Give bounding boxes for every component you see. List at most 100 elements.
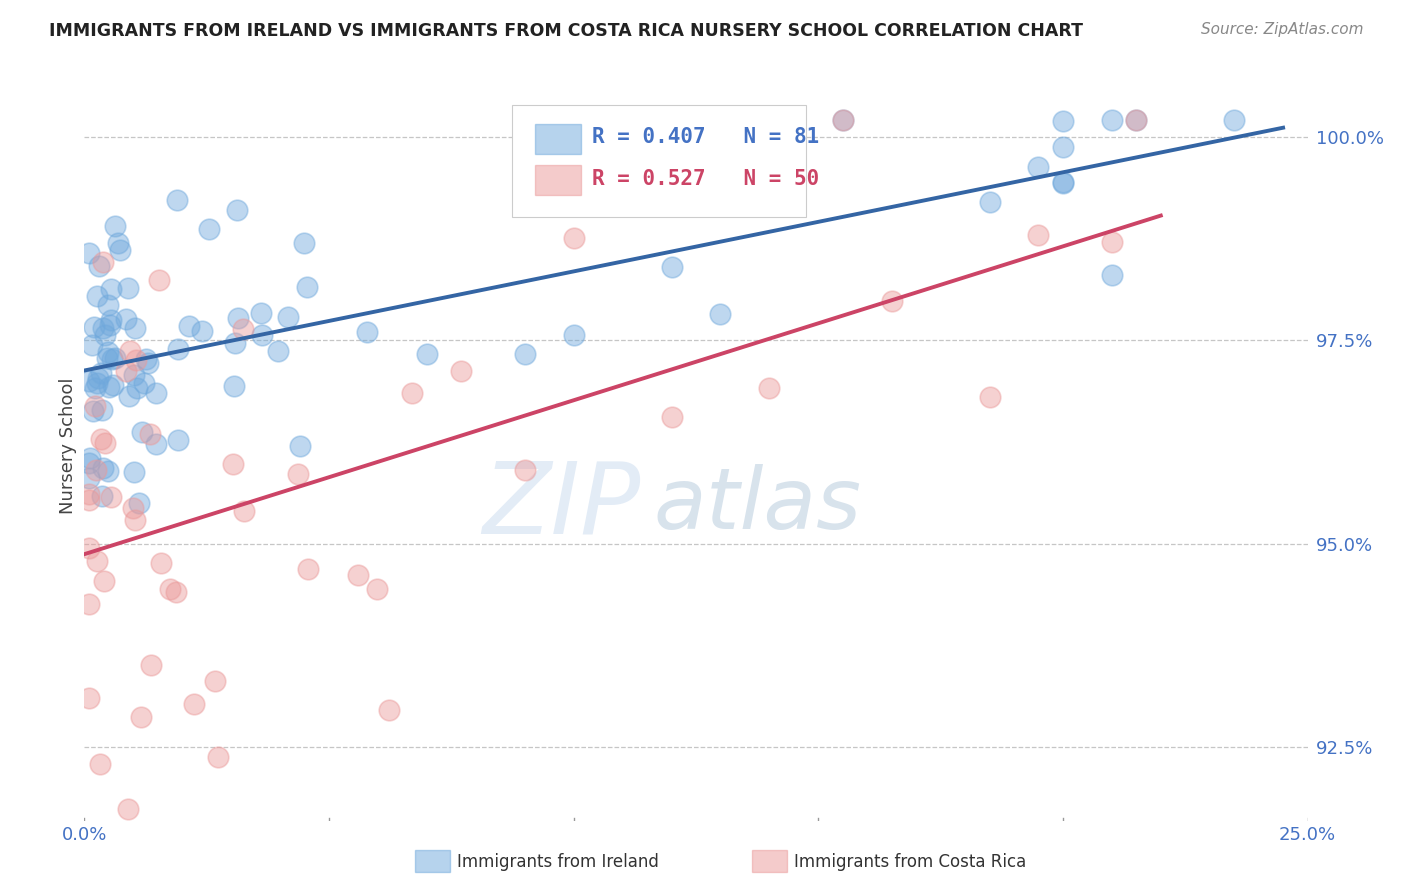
Point	[139, 427, 162, 442]
Point	[132, 376, 155, 390]
Point	[661, 409, 683, 424]
Point	[292, 235, 315, 250]
Point	[1028, 228, 1050, 243]
Point	[232, 322, 254, 336]
Point	[77, 493, 100, 508]
Point	[77, 246, 100, 260]
Point	[250, 306, 273, 320]
Point	[83, 381, 105, 395]
Point	[167, 434, 190, 448]
Point	[1028, 160, 1050, 174]
Point	[124, 321, 146, 335]
Point	[450, 364, 472, 378]
Point	[84, 462, 107, 476]
Point	[297, 562, 319, 576]
Point	[91, 321, 114, 335]
Point	[661, 260, 683, 274]
Point	[1052, 140, 1074, 154]
Point	[159, 582, 181, 596]
Text: IMMIGRANTS FROM IRELAND VS IMMIGRANTS FROM COSTA RICA NURSERY SCHOOL CORRELATION: IMMIGRANTS FROM IRELAND VS IMMIGRANTS FR…	[49, 22, 1083, 40]
Point	[347, 568, 370, 582]
Point	[224, 336, 246, 351]
Point	[135, 351, 157, 366]
Point	[139, 657, 162, 672]
Point	[77, 691, 100, 706]
Point	[122, 501, 145, 516]
Point	[378, 703, 401, 717]
Text: Immigrants from Ireland: Immigrants from Ireland	[457, 853, 659, 871]
Point	[562, 328, 585, 343]
Text: R = 0.407   N = 81: R = 0.407 N = 81	[592, 128, 820, 147]
FancyBboxPatch shape	[534, 165, 581, 195]
Point	[979, 195, 1001, 210]
Point	[94, 328, 117, 343]
Point	[226, 311, 249, 326]
Point	[222, 457, 245, 471]
Point	[87, 260, 110, 274]
Point	[100, 282, 122, 296]
Point	[77, 541, 100, 555]
Point	[267, 343, 290, 358]
Point	[513, 347, 536, 361]
Text: Source: ZipAtlas.com: Source: ZipAtlas.com	[1201, 22, 1364, 37]
Point	[86, 376, 108, 391]
Text: R = 0.527   N = 50: R = 0.527 N = 50	[592, 169, 820, 188]
FancyBboxPatch shape	[513, 105, 806, 218]
Point	[127, 381, 149, 395]
Point	[91, 461, 114, 475]
Point	[167, 342, 190, 356]
Point	[124, 512, 146, 526]
Point	[100, 490, 122, 504]
Point	[758, 381, 780, 395]
Point	[131, 425, 153, 439]
Point	[91, 403, 114, 417]
Point	[90, 366, 112, 380]
Point	[86, 370, 108, 384]
Point	[114, 364, 136, 378]
Point	[831, 113, 853, 128]
Point	[166, 193, 188, 207]
Point	[366, 582, 388, 597]
Point	[118, 344, 141, 359]
Point	[91, 488, 114, 502]
Point	[77, 374, 100, 388]
Point	[82, 404, 104, 418]
Point	[277, 310, 299, 325]
Point	[149, 556, 172, 570]
Point	[165, 585, 187, 599]
Point	[129, 710, 152, 724]
Point	[93, 574, 115, 589]
Point	[290, 439, 312, 453]
Point	[82, 338, 104, 352]
Point	[104, 351, 127, 366]
Point	[122, 465, 145, 479]
Point	[86, 554, 108, 568]
Y-axis label: Nursery School: Nursery School	[59, 377, 77, 515]
Point	[250, 328, 273, 343]
Point	[83, 319, 105, 334]
Point	[979, 390, 1001, 404]
Point	[190, 324, 212, 338]
Point	[1125, 113, 1147, 128]
Point	[356, 325, 378, 339]
Point	[1052, 175, 1074, 189]
Point	[1125, 113, 1147, 128]
Point	[117, 280, 139, 294]
Point	[287, 467, 309, 482]
Point	[1052, 176, 1074, 190]
Point	[222, 379, 245, 393]
Point	[94, 436, 117, 450]
Point	[122, 368, 145, 382]
Point	[77, 487, 100, 501]
Point	[204, 673, 226, 688]
Point	[709, 307, 731, 321]
Point	[1101, 235, 1123, 250]
Point	[98, 380, 121, 394]
Point	[86, 289, 108, 303]
Point	[225, 202, 247, 217]
Text: ZIP: ZIP	[482, 458, 641, 555]
Point	[97, 464, 120, 478]
Point	[148, 272, 170, 286]
Point	[233, 504, 256, 518]
Point	[207, 750, 229, 764]
